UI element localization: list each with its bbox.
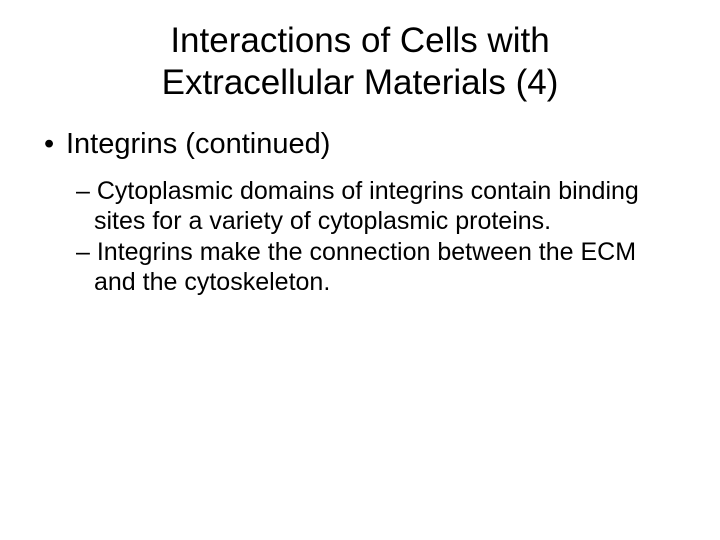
slide: Interactions of Cells with Extracellular…	[0, 0, 720, 540]
bullet-dot-icon: •	[44, 128, 66, 161]
dash-icon: –	[76, 238, 97, 266]
bullet-level2-item: – Integrins make the connection between …	[40, 238, 680, 297]
slide-title: Interactions of Cells with Extracellular…	[40, 20, 680, 104]
sub1-text: Cytoplasmic domains of integrins contain…	[94, 177, 639, 235]
title-line-2: Extracellular Materials (4)	[162, 63, 559, 102]
dash-icon: –	[76, 177, 97, 205]
sub2-text: Integrins make the connection between th…	[94, 238, 636, 296]
bullet1-text: Integrins (continued)	[66, 128, 330, 160]
title-line-1: Interactions of Cells with	[170, 21, 549, 60]
bullet-level1: •Integrins (continued)	[40, 128, 680, 161]
bullet-level2-item: – Cytoplasmic domains of integrins conta…	[40, 177, 680, 236]
